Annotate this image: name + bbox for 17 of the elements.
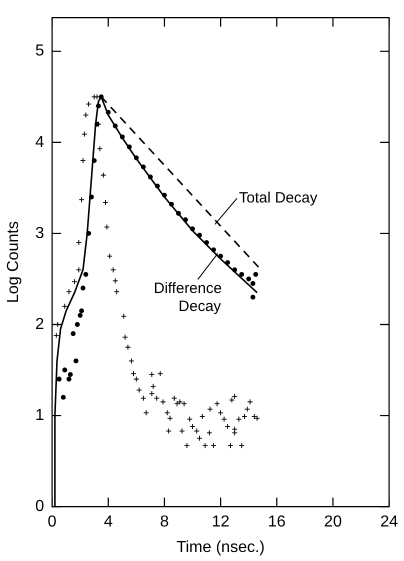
x-tick-label: 12 bbox=[212, 514, 230, 531]
y-tick-label: 4 bbox=[35, 134, 44, 151]
x-tick-label: 16 bbox=[268, 514, 286, 531]
x-tick-label: 8 bbox=[160, 514, 169, 531]
y-tick-label: 2 bbox=[35, 316, 44, 333]
x-axis-title: Time (nsec.) bbox=[176, 538, 265, 556]
y-axis-title: Log Counts bbox=[5, 221, 22, 304]
annotation: Difference Decay bbox=[154, 280, 222, 316]
x-tick-label: 4 bbox=[104, 514, 113, 531]
y-tick-label: 5 bbox=[35, 42, 44, 60]
y-tick-label: 3 bbox=[35, 224, 44, 242]
annotation: Total Decay bbox=[238, 189, 318, 206]
x-tick-label: 24 bbox=[380, 514, 398, 531]
x-tick-label: 20 bbox=[324, 514, 342, 531]
y-tick-label: 0 bbox=[35, 498, 44, 516]
y-tick-label: 1 bbox=[35, 406, 44, 424]
x-tick-label: 0 bbox=[48, 514, 57, 531]
